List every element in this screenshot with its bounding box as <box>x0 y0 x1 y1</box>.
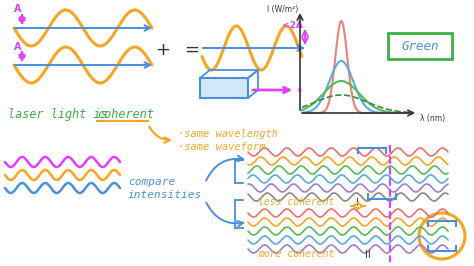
Text: I: I <box>356 198 358 208</box>
Text: A: A <box>14 42 21 52</box>
Text: <2A: <2A <box>282 21 303 30</box>
Text: A: A <box>14 4 21 14</box>
Text: intensities: intensities <box>128 190 202 200</box>
Text: Green: Green <box>401 39 439 52</box>
Text: II: II <box>365 250 371 260</box>
Text: ✳: ✳ <box>296 86 303 95</box>
Text: ·same wavelength: ·same wavelength <box>178 129 278 139</box>
Text: ·same waveform: ·same waveform <box>178 142 265 152</box>
Text: I (W/m²): I (W/m²) <box>267 5 298 14</box>
Text: +: + <box>155 41 171 59</box>
Text: λ (nm): λ (nm) <box>420 114 445 123</box>
Text: =: = <box>184 41 200 59</box>
Text: less coherent: less coherent <box>258 197 334 207</box>
FancyBboxPatch shape <box>200 78 248 98</box>
FancyBboxPatch shape <box>388 33 452 59</box>
Text: compare: compare <box>128 177 175 187</box>
Text: laser light is: laser light is <box>8 108 115 121</box>
Text: coherent: coherent <box>97 108 154 121</box>
Text: more coherent: more coherent <box>258 249 334 259</box>
